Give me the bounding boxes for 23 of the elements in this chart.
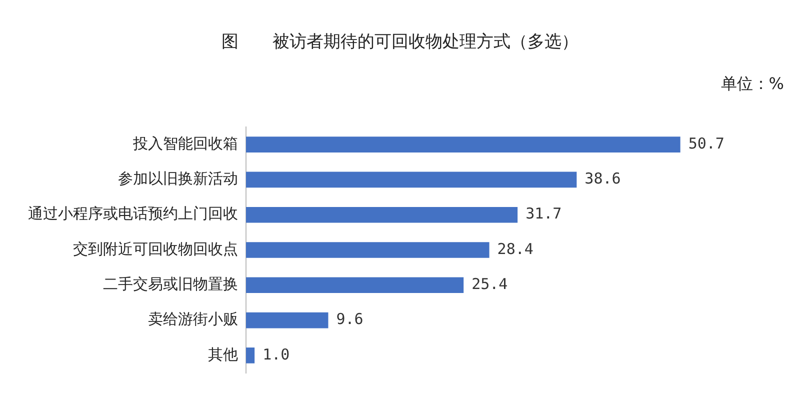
bar xyxy=(246,348,255,364)
y-tick-label: 投入智能回收箱 xyxy=(132,134,238,152)
bar xyxy=(246,277,464,294)
data-label: 31.7 xyxy=(526,204,562,223)
bar xyxy=(246,312,328,328)
y-tick-label: 二手交易或旧物置换 xyxy=(103,275,238,294)
y-tick-label: 卖给游街小贩 xyxy=(148,310,238,328)
y-tick-label: 通过小程序或电话预约上门回收 xyxy=(28,204,238,223)
bar xyxy=(246,136,680,152)
data-label: 1.0 xyxy=(262,345,290,364)
text: 单位：% xyxy=(720,74,784,95)
chart-title: 图 被访者期待的可回收物处理方式（多选） xyxy=(220,31,580,53)
bar xyxy=(246,242,490,258)
data-label: 25.4 xyxy=(472,275,508,294)
y-tick-label: 交到附近可回收物回收点 xyxy=(73,240,238,258)
data-label: 50.7 xyxy=(688,134,724,152)
y-tick-label: 其他 xyxy=(208,345,238,364)
data-label: 28.4 xyxy=(497,240,534,258)
bar xyxy=(246,172,577,188)
y-tick-label: 参加以旧换新活动 xyxy=(118,170,238,188)
bar xyxy=(246,206,518,223)
data-label: 9.6 xyxy=(336,310,364,328)
data-label: 38.6 xyxy=(584,170,621,188)
